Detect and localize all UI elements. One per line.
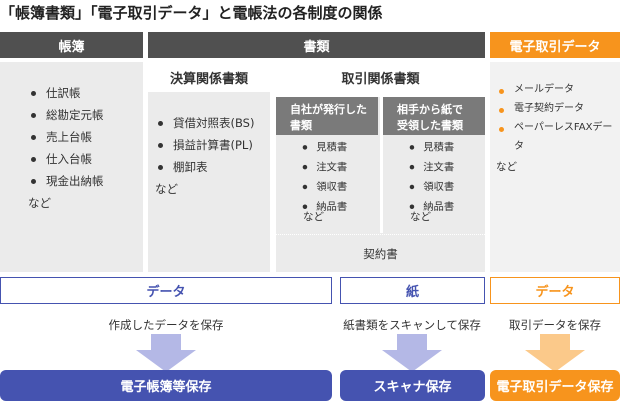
list: メールデータ 電子契約データ ペーパーレスFAXデータ bbox=[496, 80, 620, 156]
list-item: 注文書 bbox=[300, 157, 370, 177]
list-item: 納品書 bbox=[407, 196, 477, 216]
divider bbox=[270, 62, 276, 272]
list: 見積書 注文書 領収書 納品書 bbox=[300, 137, 370, 216]
header: 電子取引データ bbox=[490, 32, 620, 58]
list-item: 領収書 bbox=[300, 177, 370, 197]
list-item: 納品書 bbox=[300, 196, 370, 216]
etc: など bbox=[155, 182, 178, 196]
action: 作成したデータを保存 bbox=[108, 318, 224, 332]
arrow bbox=[525, 334, 585, 372]
divider bbox=[276, 234, 485, 235]
etc: など bbox=[303, 211, 324, 223]
subheader: 決算関係書類 bbox=[148, 62, 270, 92]
list-item: メールデータ bbox=[496, 80, 620, 99]
list-item: 総勘定元帳 bbox=[28, 104, 143, 126]
group: 見積書 注文書 領収書 納品書 bbox=[407, 137, 485, 225]
subheader: 取引関係書類 bbox=[276, 62, 485, 92]
subheader: 自社が発行した書類 bbox=[276, 97, 378, 135]
result: スキャナ保存 bbox=[340, 370, 485, 401]
result: 電子取引データ保存 bbox=[490, 370, 620, 401]
title: 「帳簿書類」「電子取引データ」と電帳法の各制度の関係 bbox=[0, 4, 383, 22]
action: 紙書類をスキャンして保存 bbox=[343, 318, 481, 332]
medium: データ bbox=[490, 277, 620, 304]
header: 帳簿 bbox=[0, 32, 143, 58]
divider bbox=[276, 92, 485, 97]
list-item: 電子契約データ bbox=[496, 99, 620, 118]
medium: データ bbox=[0, 277, 332, 304]
list-item: 注文書 bbox=[407, 157, 477, 177]
contract: 契約書 bbox=[363, 247, 398, 261]
group: 見積書 注文書 領収書 納品書 bbox=[300, 137, 378, 225]
list: 仕訳帳 総勘定元帳 売上台帳 仕入台帳 現金出納帳 bbox=[28, 82, 143, 192]
list-item: 棚卸表 bbox=[155, 156, 270, 178]
list-item: 見積書 bbox=[407, 137, 477, 157]
list-item: 仕入台帳 bbox=[28, 148, 143, 170]
header: 書類 bbox=[148, 32, 485, 58]
divider bbox=[380, 92, 383, 233]
list-item: 仕訳帳 bbox=[28, 82, 143, 104]
etc: など bbox=[496, 161, 517, 173]
list-item: 売上台帳 bbox=[28, 126, 143, 148]
result: 電子帳簿等保存 bbox=[0, 370, 332, 401]
arrow bbox=[136, 334, 196, 372]
subheader: 相手から紙で受領した書類 bbox=[383, 97, 485, 135]
label: 相手から紙で受領した書類 bbox=[397, 103, 463, 132]
etc: など bbox=[28, 196, 51, 210]
arrow bbox=[382, 334, 442, 372]
list-item: 見積書 bbox=[300, 137, 370, 157]
list-item: 領収書 bbox=[407, 177, 477, 197]
group: 貸借対照表(BS) 損益計算書(PL) 棚卸表 など bbox=[155, 112, 270, 200]
etc: など bbox=[410, 211, 431, 223]
list-item: 貸借対照表(BS) bbox=[155, 112, 270, 134]
list-item: ペーパーレスFAXデータ bbox=[496, 118, 620, 156]
list-item: 現金出納帳 bbox=[28, 170, 143, 192]
list: 見積書 注文書 領収書 納品書 bbox=[407, 137, 477, 216]
panel: メールデータ 電子契約データ ペーパーレスFAXデータ など bbox=[490, 62, 620, 272]
list-item: 損益計算書(PL) bbox=[155, 134, 270, 156]
action: 取引データを保存 bbox=[509, 318, 601, 332]
panel: 仕訳帳 総勘定元帳 売上台帳 仕入台帳 現金出納帳 など bbox=[0, 62, 143, 272]
label: 自社が発行した書類 bbox=[290, 103, 367, 132]
list: 貸借対照表(BS) 損益計算書(PL) 棚卸表 bbox=[155, 112, 270, 178]
medium: 紙 bbox=[340, 277, 485, 304]
